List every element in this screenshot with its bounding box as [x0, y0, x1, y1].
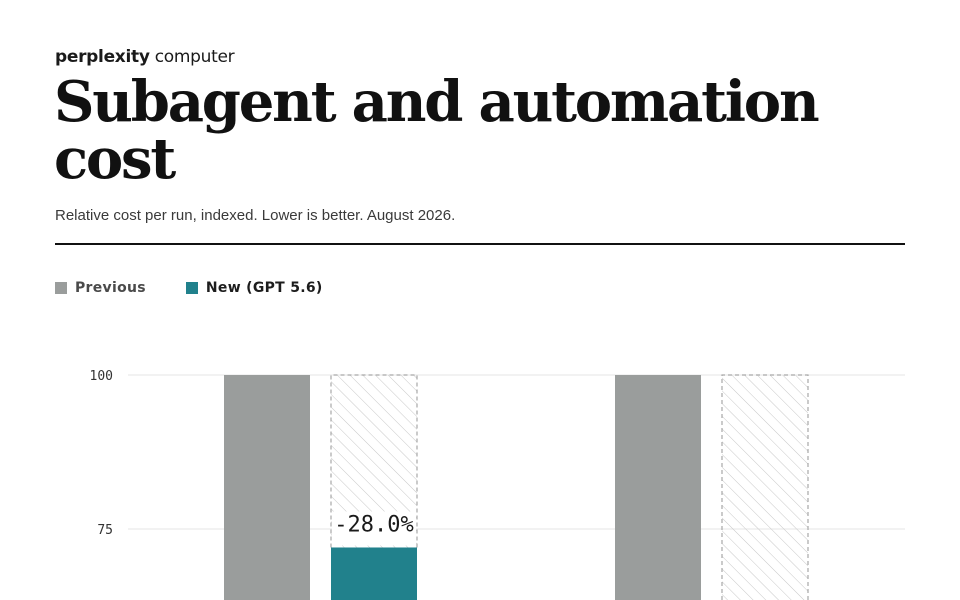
legend-label-new: New (GPT 5.6): [205, 280, 323, 296]
data-label-bg-0: [332, 511, 416, 546]
bar-previous-1: [615, 375, 701, 600]
brand-logo: perplexity computer: [55, 47, 235, 67]
page-subtitle: Relative cost per run, indexed. Lower is…: [55, 207, 456, 224]
brand-product: computer: [149, 47, 235, 67]
data-label-0: -28.0%: [334, 512, 413, 537]
brand-name: perplexity: [55, 47, 150, 67]
legend-label-previous: Previous: [75, 280, 146, 296]
y-tick-label-100: 100: [90, 369, 113, 384]
chart-legend: Previous New (GPT 5.6): [55, 279, 363, 297]
bar-new-outline-1: [721, 374, 809, 600]
y-tick-label-75: 75: [97, 523, 113, 538]
page-title: Subagent and automation cost: [54, 69, 820, 192]
title-divider: [55, 243, 905, 245]
legend-swatch-previous: [55, 282, 67, 294]
legend-swatch-new: [185, 282, 198, 294]
bar-new-outline-0: [330, 374, 418, 548]
bar-new-reference-1: [722, 375, 808, 600]
legend-item-new: New (GPT 5.6): [185, 280, 323, 296]
bar-previous-0: [224, 375, 310, 600]
legend-item-previous: Previous: [55, 280, 146, 296]
bar-new-0: [331, 547, 417, 600]
